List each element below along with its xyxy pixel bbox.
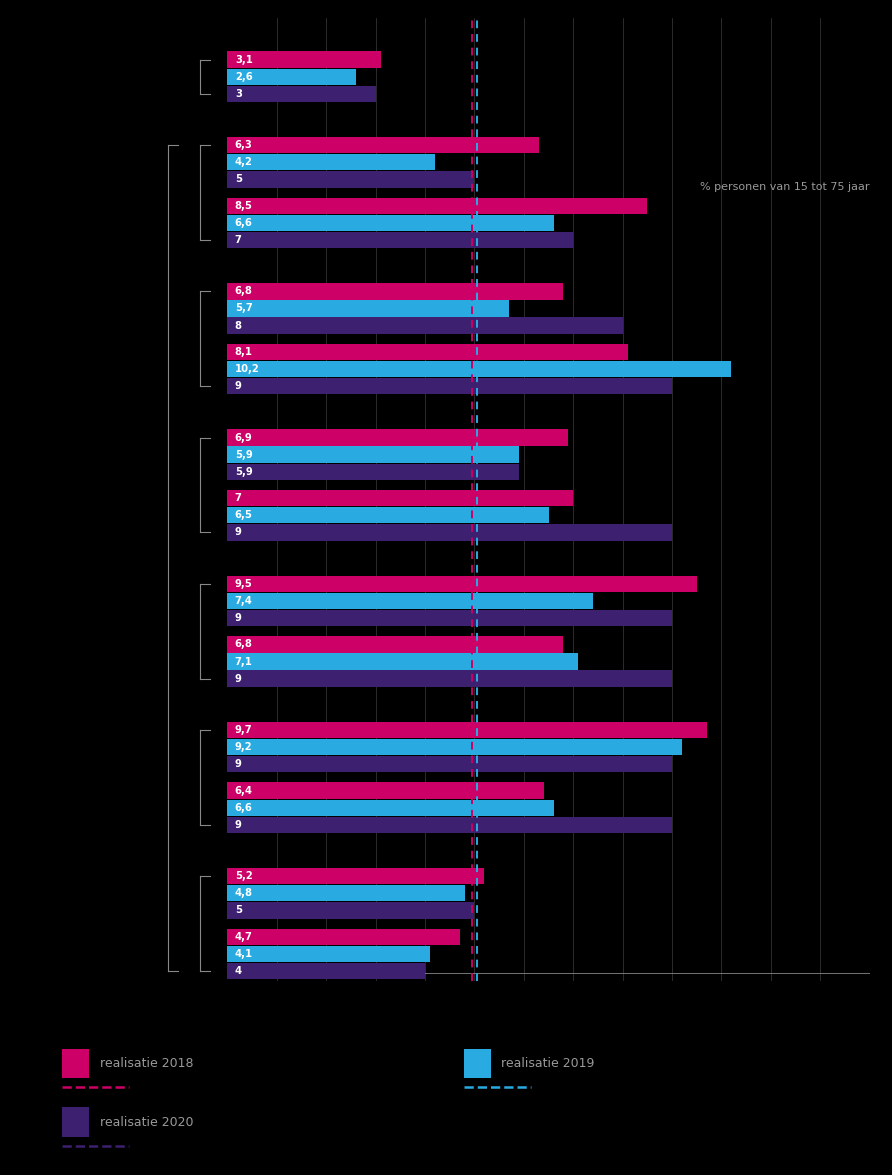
Bar — [227, 636, 564, 652]
Text: 7: 7 — [235, 494, 242, 503]
Text: 6,9: 6,9 — [235, 432, 252, 443]
Text: 6,6: 6,6 — [235, 803, 252, 813]
Text: 9,2: 9,2 — [235, 743, 252, 752]
Bar — [227, 610, 672, 626]
Bar — [227, 653, 578, 670]
Text: 5,2: 5,2 — [235, 871, 252, 881]
Text: realisatie 2019: realisatie 2019 — [501, 1056, 595, 1070]
Bar — [227, 524, 672, 540]
Text: 4: 4 — [235, 966, 242, 976]
Text: 3,1: 3,1 — [235, 54, 252, 65]
Bar — [227, 215, 554, 231]
Bar — [227, 172, 475, 188]
Bar — [227, 902, 475, 919]
Text: realisatie 2018: realisatie 2018 — [100, 1056, 194, 1070]
Text: 5,9: 5,9 — [235, 466, 252, 477]
Text: 6,8: 6,8 — [235, 287, 252, 296]
Bar — [227, 817, 672, 833]
Text: 4,1: 4,1 — [235, 949, 253, 959]
Text: 8: 8 — [235, 321, 242, 330]
Bar — [227, 429, 568, 445]
Text: 9,5: 9,5 — [235, 579, 252, 589]
Text: 4,8: 4,8 — [235, 888, 252, 898]
Text: realisatie 2020: realisatie 2020 — [100, 1115, 194, 1129]
Bar — [227, 52, 381, 68]
Text: 8,1: 8,1 — [235, 347, 252, 357]
Text: 6,5: 6,5 — [235, 510, 252, 521]
Bar — [227, 671, 672, 686]
Text: 6,4: 6,4 — [235, 786, 252, 795]
Text: 6,6: 6,6 — [235, 217, 252, 228]
Bar — [227, 508, 549, 524]
Text: % personen van 15 tot 75 jaar: % personen van 15 tot 75 jaar — [700, 182, 870, 193]
Bar — [227, 378, 672, 395]
Text: 9: 9 — [235, 528, 242, 537]
Text: 5: 5 — [235, 906, 242, 915]
Bar — [227, 137, 539, 153]
Text: 9: 9 — [235, 820, 242, 830]
Bar — [227, 68, 356, 85]
Bar — [227, 197, 648, 214]
Bar — [227, 739, 682, 756]
Bar — [227, 756, 672, 772]
Text: 7,1: 7,1 — [235, 657, 252, 666]
Bar — [227, 799, 554, 815]
Bar — [227, 946, 430, 962]
Bar — [227, 231, 574, 248]
Text: 7,4: 7,4 — [235, 596, 252, 606]
Bar — [227, 576, 697, 592]
Text: 3: 3 — [235, 89, 242, 99]
Bar — [227, 317, 623, 334]
Text: 5: 5 — [235, 174, 242, 184]
Text: 6,3: 6,3 — [235, 140, 252, 150]
Text: 9: 9 — [235, 673, 242, 684]
Bar — [227, 301, 509, 316]
Text: 9,7: 9,7 — [235, 725, 252, 734]
Text: 4,2: 4,2 — [235, 157, 252, 167]
Text: 5,9: 5,9 — [235, 450, 252, 459]
Bar — [227, 721, 706, 738]
Bar — [227, 928, 459, 945]
Text: 9: 9 — [235, 613, 242, 623]
Bar — [227, 86, 376, 102]
Bar — [227, 446, 519, 463]
Text: 2,6: 2,6 — [235, 72, 252, 82]
Bar — [227, 464, 519, 479]
Text: 10,2: 10,2 — [235, 364, 260, 374]
Text: 4,7: 4,7 — [235, 932, 252, 942]
Text: 7: 7 — [235, 235, 242, 246]
Text: 8,5: 8,5 — [235, 201, 252, 210]
Text: 9: 9 — [235, 381, 242, 391]
Text: 5,7: 5,7 — [235, 303, 252, 314]
Text: 6,8: 6,8 — [235, 639, 252, 650]
Bar — [227, 490, 574, 506]
Bar — [227, 592, 593, 609]
Bar — [227, 962, 425, 979]
Bar — [227, 154, 435, 170]
Bar — [227, 361, 731, 377]
Bar — [227, 885, 465, 901]
Bar — [227, 868, 484, 885]
Bar — [227, 344, 628, 361]
Bar — [227, 283, 564, 300]
Bar — [227, 783, 543, 799]
Text: 9: 9 — [235, 759, 242, 770]
